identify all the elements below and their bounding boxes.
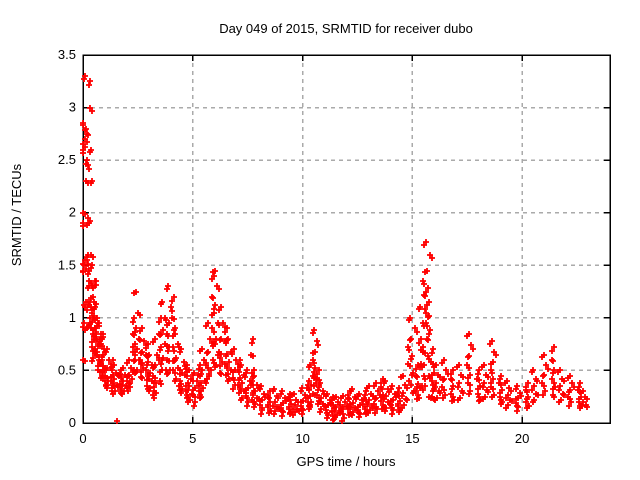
y-axis-label: SRMTID / TECUs [9,163,24,266]
data-points [80,73,590,424]
y-tick-label: 2.5 [58,152,76,167]
x-tick-label: 10 [295,431,309,446]
x-tick-label: 5 [189,431,196,446]
plot-border [82,54,611,424]
y-tick-label: 1 [69,310,76,325]
x-tick-label: 15 [405,431,419,446]
y-tick-label: 3 [69,100,76,115]
y-tick-label: 2 [69,205,76,220]
y-tick-label: 0 [69,415,76,430]
x-tick-label: 0 [79,431,86,446]
x-tick-label: 20 [515,431,529,446]
x-axis-label: GPS time / hours [297,454,396,469]
y-tick-label: 0.5 [58,362,76,377]
tick-labels: 0 5 10 15 20 0 0.5 1 1.5 2 2.5 3 3.5 [58,47,529,446]
y-tick-label: 3.5 [58,47,76,62]
scatter-marker-path [80,73,590,424]
chart-title: Day 049 of 2015, SRMTID for receiver dub… [219,21,473,36]
y-tick-label: 1.5 [58,257,76,272]
